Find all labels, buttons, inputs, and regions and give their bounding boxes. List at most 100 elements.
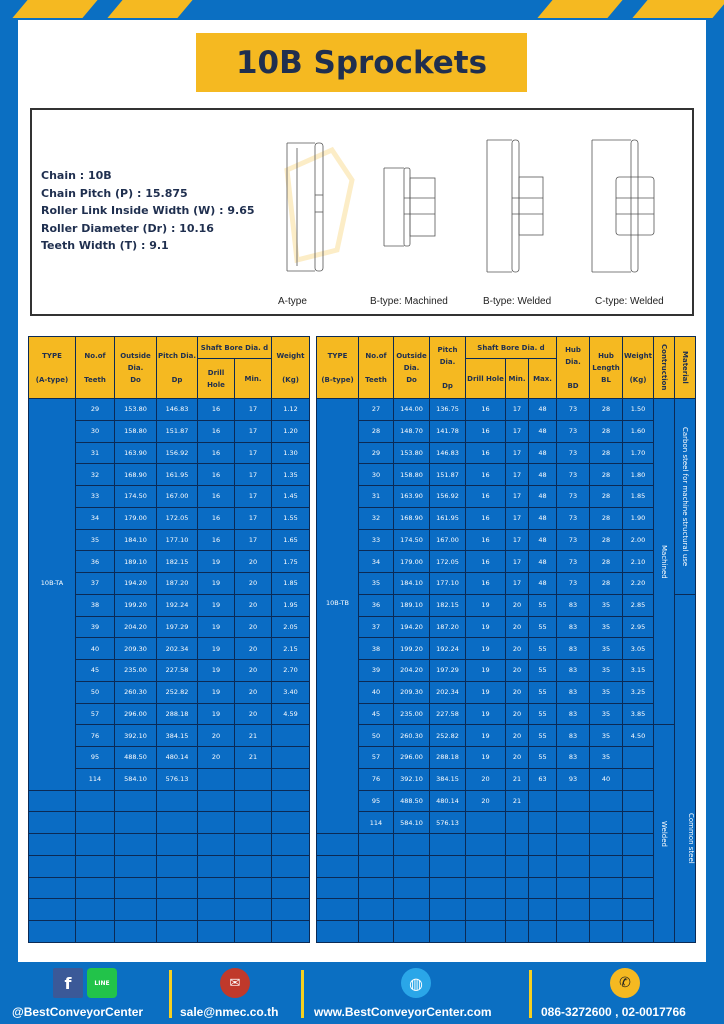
table-cell: 2.85 <box>622 593 655 617</box>
table-cell <box>622 789 655 813</box>
table-cell: 20 <box>505 680 529 704</box>
table-cell: 36 <box>358 593 394 617</box>
table-cell <box>622 854 655 878</box>
table-cell: 20 <box>234 615 272 639</box>
table-cell <box>156 789 198 813</box>
table-cell <box>28 789 76 813</box>
table-cell: 296.00 <box>114 702 157 726</box>
table-cell: 48 <box>527 572 558 595</box>
table-cell: 35 <box>358 572 394 595</box>
table-cell <box>316 833 359 856</box>
b-type-table: TYPE (B-type) No.of Teeth Outside Dia. Do Pi… <box>316 336 697 943</box>
table-cell <box>429 854 466 878</box>
table-cell: 189.10 <box>114 550 157 573</box>
table-cell <box>271 746 310 769</box>
table-cell: 167.00 <box>429 528 466 552</box>
table-cell: 209.30 <box>114 637 157 660</box>
table-cell <box>75 898 115 921</box>
table-cell <box>197 898 235 921</box>
table-cell: 20 <box>465 767 506 791</box>
table-cell: 199.20 <box>114 593 157 617</box>
table-cell: 83 <box>556 724 591 747</box>
table-cell: 33 <box>358 528 394 552</box>
header-drill-hole: Drill Hole <box>197 358 235 399</box>
table-cell: 179.00 <box>114 506 157 530</box>
website-link[interactable]: www.BestConveyorCenter.com <box>314 1005 492 1019</box>
table-cell: 202.34 <box>429 680 466 704</box>
table-cell: 1.75 <box>271 550 310 573</box>
social-handle[interactable]: @BestConveyorCenter <box>12 1005 144 1019</box>
table-cell <box>271 811 310 834</box>
table-row: 45 235.00 227.58 19 20 2.70 <box>29 659 310 682</box>
mail-icon[interactable]: ✉ <box>220 968 250 998</box>
table-cell: 187.20 <box>156 572 198 595</box>
table-cell <box>234 920 272 943</box>
table-row <box>316 854 696 878</box>
header-teeth: No.of Teeth <box>75 336 115 399</box>
header-weight: Weight (Kg) <box>622 336 655 399</box>
table-cell: 1.50 <box>622 398 655 421</box>
header-construction: Contruction <box>653 336 676 399</box>
header-min: Min. <box>234 358 272 399</box>
header-weight: Weight (Kg) <box>271 336 310 399</box>
table-cell: 73 <box>556 506 591 530</box>
table-cell: 36 <box>75 550 115 573</box>
table-cell: 28 <box>589 441 624 465</box>
header-teeth: No.of Teeth <box>358 336 394 399</box>
phone-icon[interactable]: ✆ <box>610 968 640 998</box>
table-cell: 63 <box>527 767 558 791</box>
table-cell: 29 <box>358 441 394 465</box>
spec-roller-diameter: Roller Diameter (Dr) : 10.16 <box>41 221 214 235</box>
table-cell: 1.45 <box>271 485 310 508</box>
table-cell: 83 <box>556 659 591 682</box>
table-cell: 17 <box>505 485 529 508</box>
header-hub-length: Hub Length BL <box>589 336 624 399</box>
email-link[interactable]: sale@nmec.co.th <box>180 1005 279 1019</box>
table-cell: 28 <box>589 419 624 443</box>
construction-welded: Welded <box>653 724 676 943</box>
table-cell: 20 <box>505 746 529 769</box>
table-cell: 19 <box>197 659 235 682</box>
table-cell <box>393 854 430 878</box>
table-cell: 3.15 <box>622 659 655 682</box>
table-row: 33 174.50 167.00 16 17 48 73 28 2.00 <box>317 528 696 552</box>
table-cell <box>28 833 76 856</box>
phone-numbers[interactable]: 086-3272600 , 02-0017766 <box>541 1005 686 1019</box>
table-cell: 153.80 <box>114 398 157 421</box>
table-cell: 32 <box>75 463 115 486</box>
table-cell <box>271 767 310 791</box>
table-cell: 35 <box>589 659 624 682</box>
table-cell: 2.70 <box>271 659 310 682</box>
table-cell <box>556 876 591 900</box>
table-cell: 35 <box>589 637 624 660</box>
table-cell <box>28 854 76 878</box>
table-cell: 1.35 <box>271 463 310 486</box>
table-cell <box>622 811 655 834</box>
top-stripe <box>537 0 623 18</box>
table-cell <box>75 876 115 900</box>
material-carbon-steel: Carbon steel for machine structural use <box>674 398 697 595</box>
table-cell: 73 <box>556 441 591 465</box>
table-cell: 17 <box>505 463 529 486</box>
line-icon[interactable]: LINE <box>87 968 117 998</box>
table-cell: 29 <box>75 398 115 421</box>
table-cell <box>156 898 198 921</box>
table-cell: 40 <box>358 680 394 704</box>
table-cell: 296.00 <box>393 746 430 769</box>
table-cell: 35 <box>589 702 624 726</box>
table-cell <box>114 920 157 943</box>
facebook-icon[interactable]: f <box>53 968 83 998</box>
table-cell: 16 <box>465 572 506 595</box>
header-type: TYPE (A-type) <box>28 336 76 399</box>
table-cell <box>234 789 272 813</box>
table-cell: 584.10 <box>393 811 430 834</box>
table-cell <box>271 876 310 900</box>
table-cell: 21 <box>505 767 529 791</box>
header-max: Max. <box>527 358 558 399</box>
diagram-b-welded <box>486 139 544 273</box>
top-stripe <box>12 0 98 18</box>
table-cell: 161.95 <box>429 506 466 530</box>
globe-icon[interactable]: ◍ <box>401 968 431 998</box>
table-cell: 83 <box>556 746 591 769</box>
table-cell <box>429 898 466 921</box>
